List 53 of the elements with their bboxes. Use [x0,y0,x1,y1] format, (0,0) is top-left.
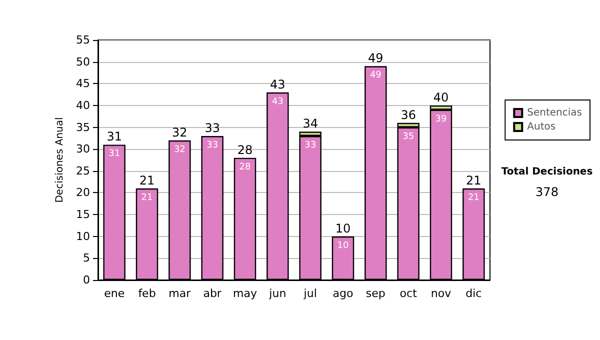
data-label: 43 [272,96,284,107]
total-label: 10 [335,221,351,236]
data-label: 28 [239,162,251,172]
y-tick-label: 30 [76,142,90,156]
y-tick-label: 15 [76,208,90,222]
total-label: 31 [106,130,122,144]
x-tick-label: feb [138,287,156,300]
data-label: 35 [402,132,414,142]
legend-label: Sentencias [527,108,582,118]
total-label: 21 [466,173,482,188]
x-tick-label: dic [466,287,482,300]
y-tick-label: 25 [76,164,90,178]
x-tick-label: sep [366,287,386,300]
x-tick-label: ene [104,287,125,300]
data-label: 31 [108,149,120,160]
y-tick-label: 35 [76,120,90,134]
total-label: 32 [172,125,188,140]
x-tick-label: nov [430,287,452,300]
total-label: 34 [302,116,318,131]
x-tick-label: jun [268,287,286,300]
total-label: 36 [400,108,416,122]
data-label: 10 [337,240,349,251]
text: 378 [536,185,558,199]
total-label: 33 [204,121,220,135]
data-label: 33 [206,140,218,150]
total-label: 43 [270,77,286,92]
x-tick-label: oct [400,287,418,300]
y-tick-label: 40 [76,98,90,112]
total-label: 49 [368,51,384,66]
y-tick-label: 20 [76,186,90,200]
y-tick-label: 5 [83,252,90,265]
legend-label: Autos [527,122,556,132]
data-label: 39 [435,114,447,124]
x-tick-label: abr [203,287,222,300]
data-label: 21 [468,192,480,203]
y-axis-title: Decisiones Anual [54,117,66,203]
y-tick-label: 45 [76,77,90,90]
x-tick-label: ago [332,287,354,300]
y-tick-label: 0 [83,274,90,286]
data-label: 49 [370,70,382,81]
text: Total Decisiones [501,166,593,178]
x-tick-label: jul [302,287,317,300]
x-tick-label: mar [168,287,192,300]
y-tick-label: 10 [76,230,90,243]
data-label: 33 [304,140,316,150]
total-label: 28 [237,142,253,157]
data-label: 21 [141,192,153,203]
data-label: 32 [174,144,186,155]
y-tick-label: 55 [76,34,90,46]
total-label: 40 [433,90,449,104]
x-tick-label: may [233,287,258,300]
total-label: 21 [139,173,155,188]
y-tick-label: 50 [76,55,90,68]
